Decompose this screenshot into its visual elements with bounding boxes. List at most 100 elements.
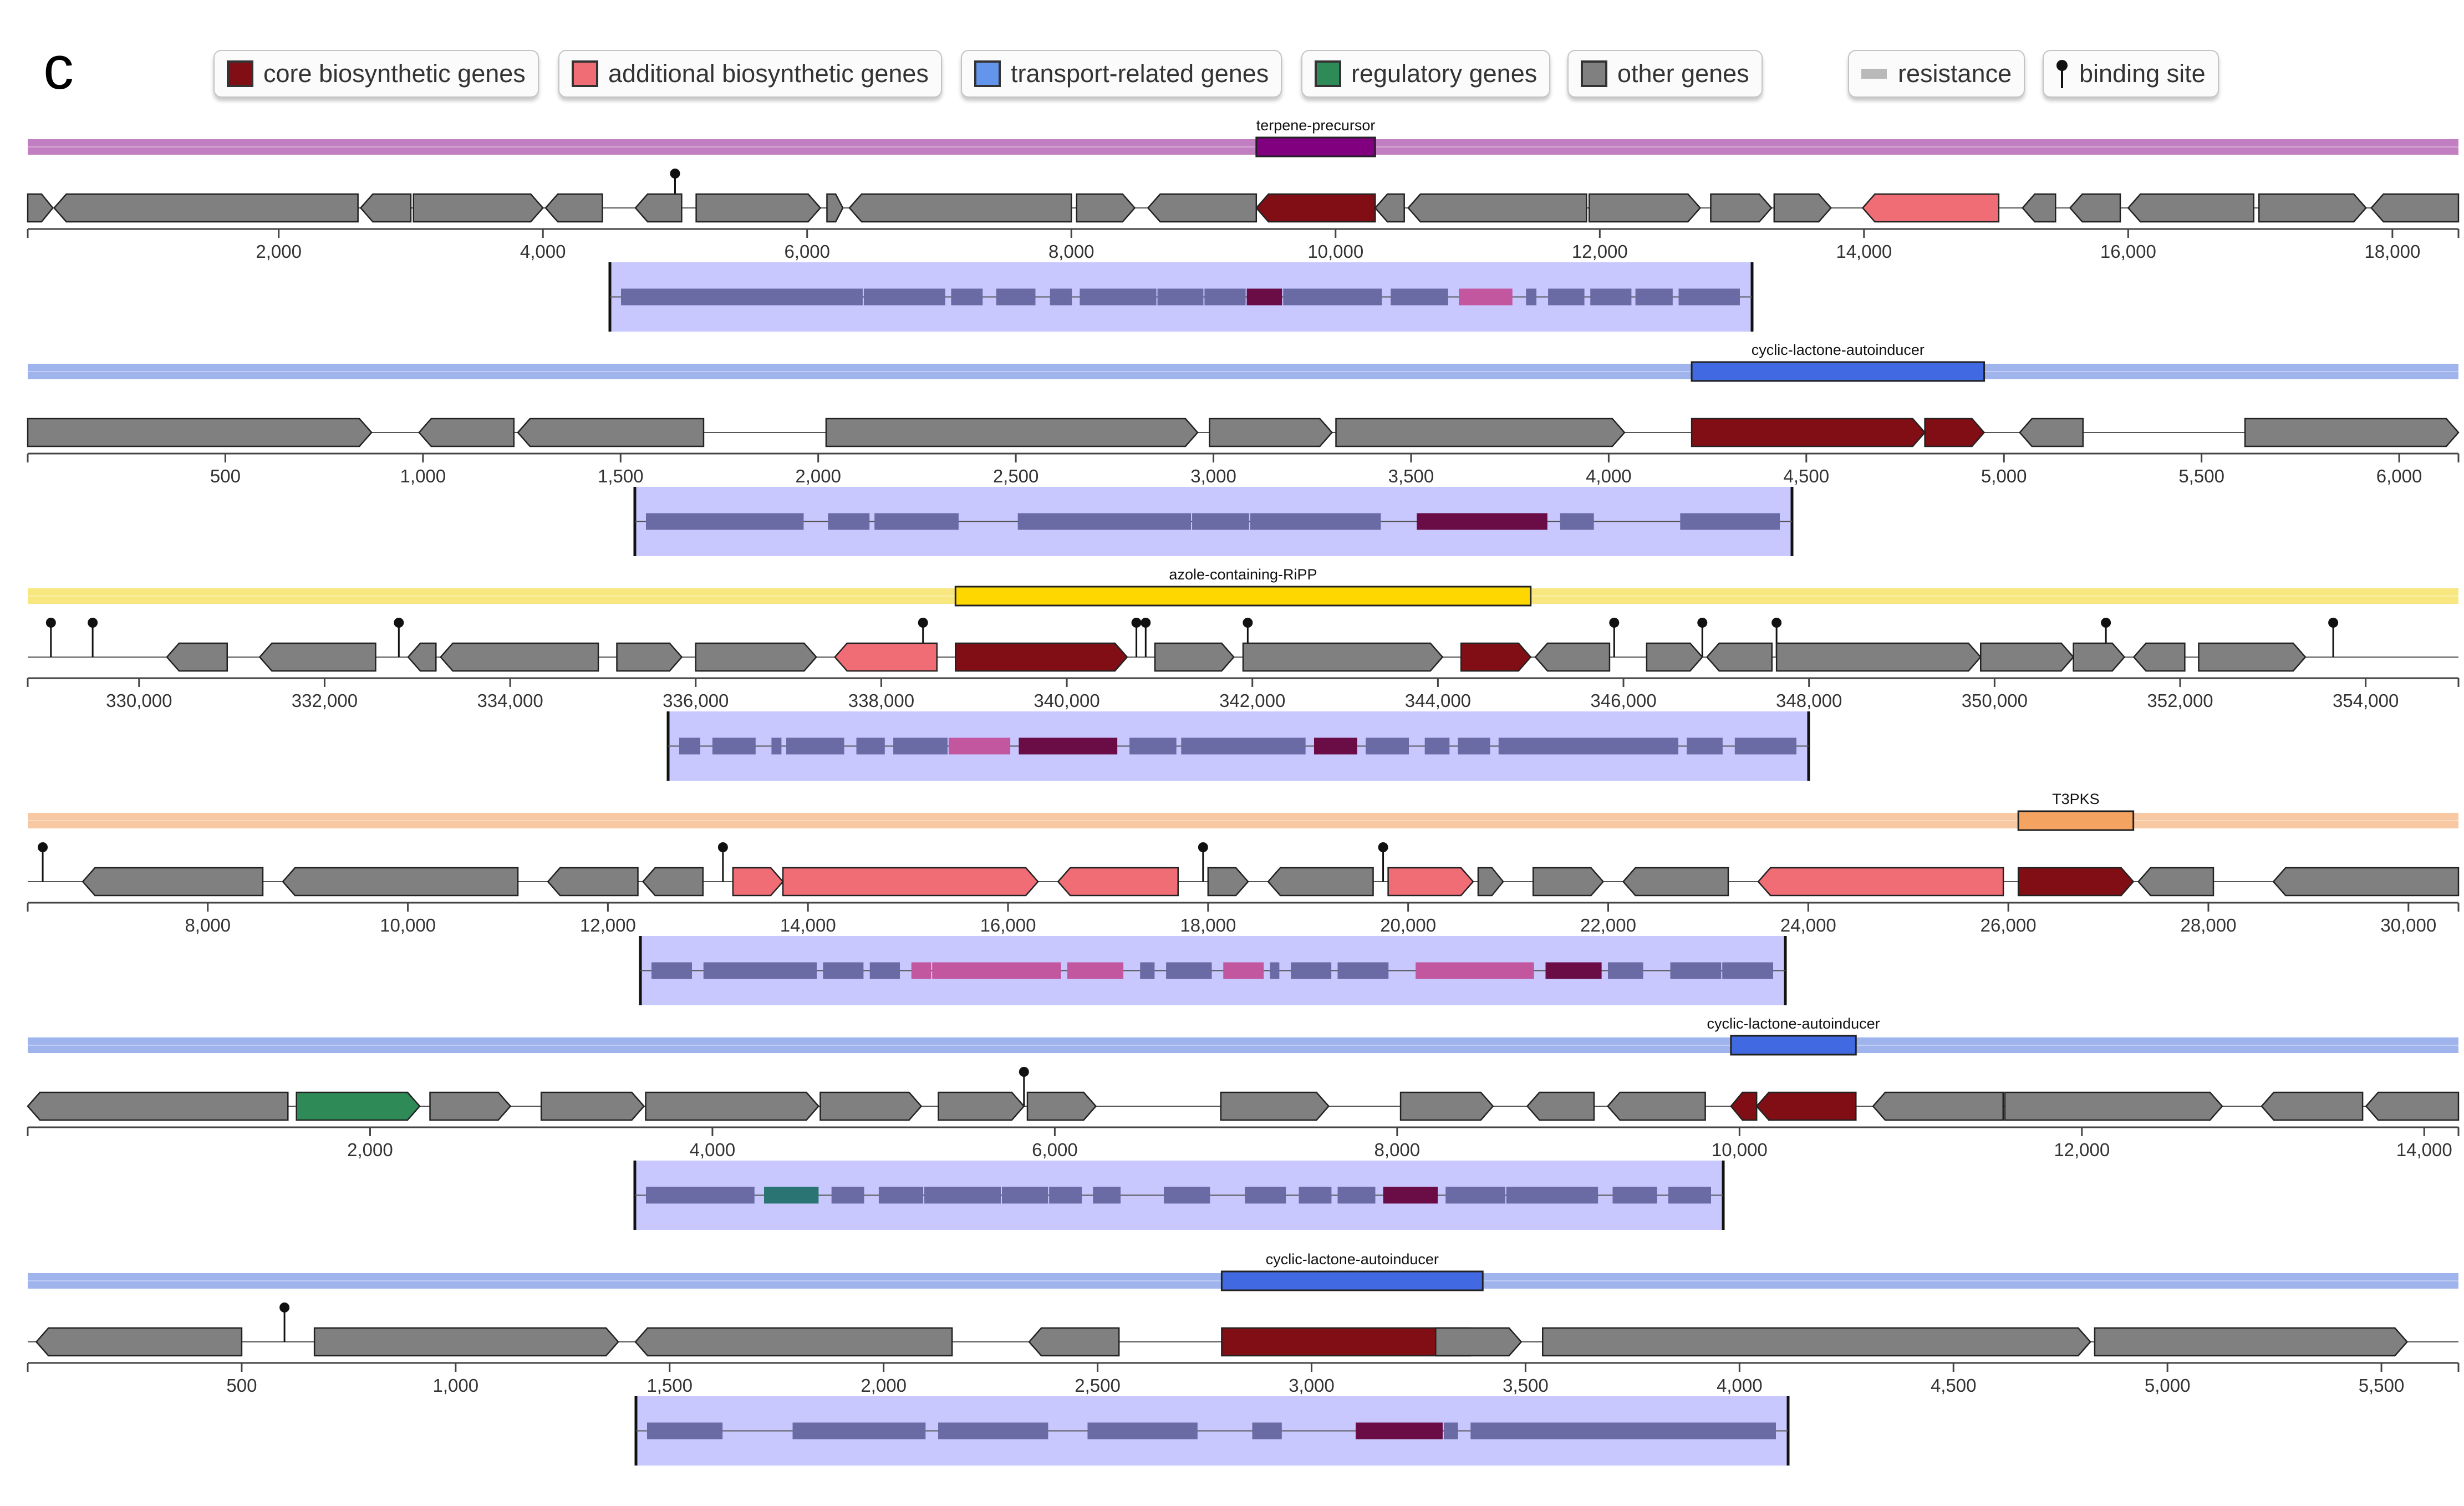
domain-block[interactable]	[1458, 737, 1490, 755]
domain-block[interactable]	[869, 962, 900, 979]
gene-arrow[interactable]	[313, 1327, 619, 1357]
gene-arrow[interactable]	[1691, 418, 1926, 447]
binding-site-pin-icon[interactable]	[394, 618, 404, 657]
gene-arrow[interactable]	[2017, 867, 2135, 897]
protocluster-bar[interactable]	[1730, 1035, 1857, 1056]
gene-arrow[interactable]	[1147, 193, 1258, 223]
domain-block[interactable]	[863, 288, 945, 306]
legend-item-core-biosynthetic-genes[interactable]: core biosynthetic genes	[213, 50, 539, 98]
gene-arrow[interactable]	[27, 1091, 289, 1121]
domain-block[interactable]	[1443, 1422, 1458, 1439]
domain-block[interactable]	[1608, 962, 1643, 979]
legend-item-other-genes[interactable]: other genes	[1567, 50, 1763, 98]
domain-block[interactable]	[651, 962, 692, 979]
domain-block[interactable]	[679, 737, 700, 755]
binding-site-pin-icon[interactable]	[1198, 842, 1208, 882]
domain-block[interactable]	[1337, 962, 1389, 979]
gene-arrow[interactable]	[825, 418, 1199, 447]
domain-block[interactable]	[1383, 1187, 1438, 1204]
gene-arrow[interactable]	[2137, 867, 2214, 897]
domain-block[interactable]	[911, 962, 931, 979]
gene-arrow[interactable]	[258, 642, 376, 672]
domain-block[interactable]	[1140, 962, 1155, 979]
domain-block[interactable]	[647, 1422, 723, 1439]
gene-arrow[interactable]	[782, 867, 1039, 897]
gene-arrow[interactable]	[1209, 418, 1333, 447]
domain-block[interactable]	[1734, 737, 1796, 755]
domain-block[interactable]	[823, 962, 864, 979]
gene-arrow[interactable]	[1374, 193, 1405, 223]
domain-block[interactable]	[1670, 962, 1722, 979]
domain-block[interactable]	[1356, 1422, 1443, 1439]
gene-arrow[interactable]	[2019, 418, 2084, 447]
gene-arrow[interactable]	[634, 193, 683, 223]
gene-arrow[interactable]	[1755, 1091, 1857, 1121]
domain-block[interactable]	[1417, 513, 1547, 530]
domain-block[interactable]	[1635, 288, 1673, 306]
domain-block[interactable]	[1470, 1422, 1776, 1439]
gene-arrow[interactable]	[2022, 193, 2056, 223]
domain-block[interactable]	[1019, 737, 1118, 755]
domain-block[interactable]	[1093, 1187, 1121, 1204]
legend-item-binding-site[interactable]: binding site	[2043, 50, 2219, 98]
domain-block[interactable]	[828, 513, 870, 530]
domain-block[interactable]	[1002, 1187, 1048, 1204]
gene-arrow[interactable]	[1710, 193, 1773, 223]
domain-block[interactable]	[1157, 288, 1204, 306]
domain-block[interactable]	[1590, 288, 1632, 306]
domain-block[interactable]	[1459, 288, 1513, 306]
gene-arrow[interactable]	[27, 193, 54, 223]
gene-arrow[interactable]	[2004, 1091, 2223, 1121]
protocluster-bar[interactable]	[1220, 1270, 1484, 1291]
domain-block[interactable]	[1337, 1187, 1376, 1204]
domain-block[interactable]	[1252, 1422, 1282, 1439]
gene-arrow[interactable]	[819, 1091, 923, 1121]
domain-block[interactable]	[1612, 1187, 1657, 1204]
domain-block[interactable]	[621, 288, 863, 306]
domain-block[interactable]	[1445, 1187, 1505, 1204]
domain-block[interactable]	[1067, 962, 1124, 979]
gene-arrow[interactable]	[826, 193, 844, 223]
domain-block[interactable]	[786, 737, 844, 755]
gene-arrow[interactable]	[2073, 642, 2126, 672]
gene-arrow[interactable]	[955, 642, 1128, 672]
gene-arrow[interactable]	[35, 1327, 243, 1357]
gene-arrow[interactable]	[1255, 193, 1376, 223]
gene-arrow[interactable]	[1622, 867, 1729, 897]
domain-block[interactable]	[792, 1422, 926, 1439]
gene-arrow[interactable]	[1207, 867, 1249, 897]
domain-block[interactable]	[1560, 513, 1594, 530]
gene-arrow[interactable]	[1773, 193, 1832, 223]
domain-block[interactable]	[1548, 288, 1585, 306]
gene-arrow[interactable]	[848, 193, 1072, 223]
binding-site-pin-icon[interactable]	[1019, 1067, 1029, 1106]
domain-block[interactable]	[924, 1187, 1001, 1204]
domain-block[interactable]	[1526, 288, 1537, 306]
gene-arrow[interactable]	[1706, 642, 1773, 672]
gene-arrow[interactable]	[1532, 867, 1605, 897]
gene-arrow[interactable]	[2365, 1091, 2460, 1121]
gene-arrow[interactable]	[2261, 1091, 2364, 1121]
legend-item-regulatory-genes[interactable]: regulatory genes	[1301, 50, 1551, 98]
domain-block[interactable]	[951, 288, 983, 306]
domain-block[interactable]	[703, 962, 817, 979]
gene-arrow[interactable]	[1387, 867, 1474, 897]
binding-site-pin-icon[interactable]	[1141, 618, 1151, 657]
gene-arrow[interactable]	[1026, 1091, 1097, 1121]
domain-block[interactable]	[1050, 288, 1072, 306]
gene-arrow[interactable]	[439, 642, 599, 672]
gene-arrow[interactable]	[359, 193, 412, 223]
domain-block[interactable]	[712, 737, 756, 755]
protocluster-bar[interactable]	[2017, 810, 2135, 831]
gene-arrow[interactable]	[616, 642, 683, 672]
domain-block[interactable]	[1283, 288, 1382, 306]
gene-arrow[interactable]	[2370, 193, 2460, 223]
gene-arrow[interactable]	[27, 418, 373, 447]
protocluster-bar[interactable]	[954, 586, 1532, 607]
gene-arrow[interactable]	[517, 418, 705, 447]
gene-arrow[interactable]	[166, 642, 228, 672]
gene-arrow[interactable]	[1606, 1091, 1706, 1121]
gene-arrow[interactable]	[547, 867, 639, 897]
gene-arrow[interactable]	[1028, 1327, 1120, 1357]
domain-block[interactable]	[1166, 962, 1212, 979]
